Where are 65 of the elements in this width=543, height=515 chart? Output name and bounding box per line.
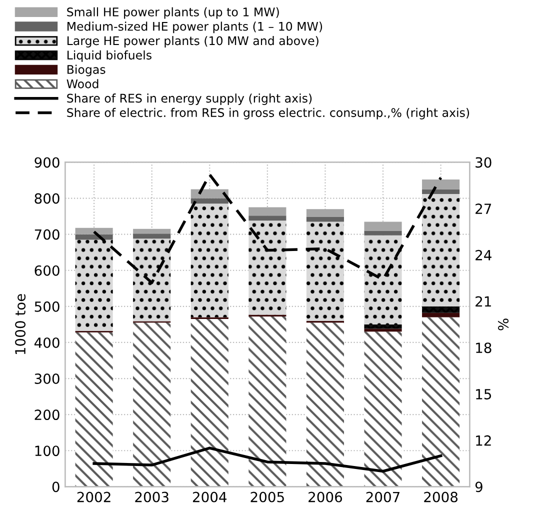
legend-label: Biogas [68, 64, 106, 76]
bar [133, 234, 171, 239]
legend-label: Liquid biofuels [68, 50, 152, 62]
bar [75, 240, 113, 331]
legend-label: Large HE power plants (10 MW and above) [68, 36, 318, 48]
bar [248, 207, 286, 216]
bar [306, 209, 344, 218]
bar [364, 235, 402, 324]
bar [75, 332, 113, 487]
legend-label: Medium-sized HE power plants (1 – 10 MW) [68, 22, 322, 34]
bar [306, 222, 344, 321]
bar [364, 230, 402, 236]
bar [422, 194, 460, 306]
y-tick-label: 0 [52, 482, 60, 492]
y2-axis-title: % [498, 318, 509, 330]
y2-tick-label: 9 [475, 482, 482, 492]
legend-label: Share of electric. from RES in gross electric. consump.,% (right axis) [67, 108, 470, 120]
y-tick-label: 600 [34, 265, 60, 276]
bar [422, 312, 460, 318]
legend-label: Wood [66, 79, 98, 88]
x-tick-label: 2007 [366, 492, 400, 502]
bar [248, 220, 286, 315]
bar [248, 216, 286, 221]
bar [306, 217, 344, 222]
bar [190, 189, 228, 198]
x-tick-label: 2004 [192, 492, 227, 502]
bar [364, 324, 402, 329]
y-tick-label: 900 [34, 157, 60, 168]
bar [190, 204, 228, 318]
y-tick-label: 200 [34, 410, 60, 420]
line-series [92, 446, 442, 473]
bar [133, 228, 171, 234]
line-series [92, 173, 442, 284]
bar [248, 316, 286, 487]
y-tick-label: 500 [34, 301, 60, 312]
y2-tick-label: 30 [476, 157, 492, 168]
x-tick-label: 2003 [135, 492, 168, 502]
y-tick-label: 700 [34, 229, 60, 240]
y2-tick-label: 24 [476, 250, 492, 260]
y-tick-label: 400 [34, 337, 60, 348]
y2-tick-label: 27 [476, 204, 492, 214]
x-tick-label: 2002 [77, 492, 110, 502]
bar [364, 332, 402, 487]
x-tick-label: 2005 [250, 492, 284, 502]
legend-label: Small HE power plants (up to 1 MW) [67, 7, 279, 19]
bar [190, 319, 228, 487]
bar [133, 322, 171, 487]
bar [75, 228, 113, 234]
bar [422, 317, 460, 487]
y-axis-title: 1000 toe [15, 294, 26, 354]
y2-tick-label: 15 [476, 389, 492, 400]
y2-tick-label: 21 [476, 296, 491, 307]
bar [422, 180, 460, 190]
bar [364, 222, 402, 231]
bar [133, 238, 171, 322]
legend-label: Share of RES in energy supply (right axis) [67, 94, 312, 105]
bar [422, 306, 460, 313]
y2-tick-label: 18 [476, 342, 492, 354]
y2-tick-label: 12 [476, 435, 491, 446]
x-tick-label: 2006 [308, 492, 342, 502]
x-tick-label: 2008 [424, 492, 458, 502]
bar [306, 322, 344, 487]
y-tick-label: 100 [35, 446, 60, 456]
y-tick-label: 800 [34, 193, 60, 204]
y-tick-label: 300 [34, 373, 60, 384]
